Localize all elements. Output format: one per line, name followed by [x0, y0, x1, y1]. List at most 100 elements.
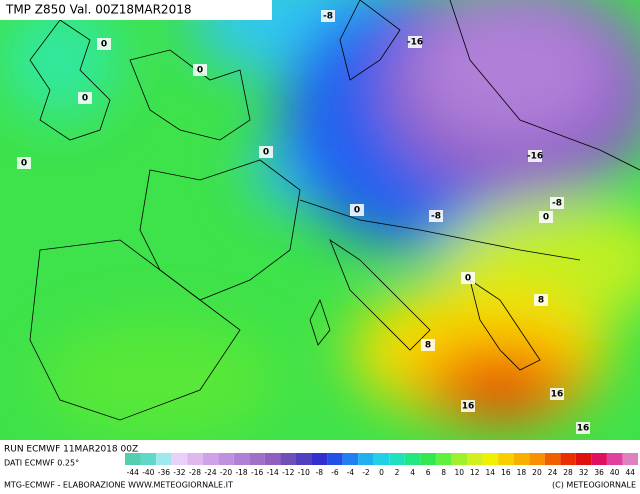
legend-label: -36: [158, 468, 170, 477]
legend-label: -28: [189, 468, 201, 477]
legend-swatch: [606, 453, 623, 465]
legend-label: -4: [347, 468, 355, 477]
legend-swatch: [187, 453, 203, 465]
legend-label: -12: [282, 468, 294, 477]
legend-swatch: [373, 453, 390, 465]
legend-swatch: [591, 453, 607, 465]
legend-swatch: [218, 453, 234, 465]
isotherm-label: 0: [82, 94, 88, 104]
label-box: [550, 388, 564, 400]
label-box: [259, 146, 273, 158]
legend-label: 12: [470, 468, 480, 477]
legend-swatch: [156, 453, 172, 465]
label-box: [539, 211, 553, 223]
coastlines: [29, 0, 640, 421]
legend-label: -32: [173, 468, 185, 477]
isotherm-label: 16: [462, 402, 475, 412]
legend-label: 28: [563, 468, 573, 477]
legend-label: -10: [298, 468, 310, 477]
legend-swatch: [125, 453, 141, 465]
isotherm-label: 0: [21, 159, 27, 169]
data-info: DATI ECMWF 0.25°: [4, 459, 79, 468]
isotherm-label: -16: [527, 152, 543, 162]
legend-label: -20: [220, 468, 232, 477]
legend-swatch: [249, 453, 265, 465]
legend-swatch: [280, 453, 296, 465]
legend-label: 24: [548, 468, 558, 477]
legend-label: -18: [235, 468, 247, 477]
legend-label: 14: [486, 468, 496, 477]
legend-label: -14: [267, 468, 279, 477]
legend-swatch: [264, 453, 281, 465]
legend-label: -2: [362, 468, 370, 477]
legend-label: 40: [610, 468, 620, 477]
label-box: [97, 38, 111, 50]
label-box: [534, 294, 548, 306]
isotherm-label: 16: [551, 390, 564, 400]
legend-swatch: [311, 453, 328, 465]
legend-label: 2: [395, 468, 400, 477]
legend-label: -44: [127, 468, 139, 477]
legend-label: 8: [441, 468, 446, 477]
legend-swatch: [420, 453, 436, 465]
label-box: [528, 150, 542, 162]
legend-swatch: [544, 453, 561, 465]
legend-swatch: [389, 453, 405, 465]
copyright: (C) METEOGIORNALE: [552, 481, 636, 490]
isotherm-label: 0: [263, 148, 269, 158]
legend-swatch: [358, 453, 374, 465]
legend-swatch: [622, 453, 638, 465]
isotherm-label: 8: [538, 296, 544, 306]
isotherm-label: 0: [354, 206, 360, 216]
legend-swatch: [327, 453, 343, 465]
label-box: [78, 92, 92, 104]
legend-swatch: [435, 453, 452, 465]
isotherm-label: -8: [323, 12, 333, 22]
legend-swatch: [513, 453, 530, 465]
label-box: [17, 157, 31, 169]
legend-swatch: [342, 453, 359, 465]
label-box: [461, 400, 475, 412]
legend-label: 32: [579, 468, 589, 477]
legend-label: 16: [501, 468, 511, 477]
isotherm-label: -16: [407, 38, 423, 48]
legend-label: 20: [532, 468, 542, 477]
legend-swatch: [404, 453, 421, 465]
legend-swatch: [467, 453, 483, 465]
legend-swatch: [482, 453, 499, 465]
isotherm-label: 0: [465, 274, 471, 284]
legend-swatch: [529, 453, 545, 465]
credit: MTG-ECMWF - ELABORAZIONE WWW.METEOGIORNA…: [4, 481, 233, 490]
label-box: [321, 10, 335, 22]
legend-label: 10: [454, 468, 464, 477]
map-title: TMP Z850 Val. 00Z18MAR2018: [5, 3, 191, 17]
legend-swatch: [233, 453, 250, 465]
label-box: [429, 210, 443, 222]
legend-swatch: [575, 453, 592, 465]
legend-swatch: [171, 453, 188, 465]
isotherm-label: 8: [425, 341, 431, 351]
label-box: [576, 422, 590, 434]
title-box: [0, 0, 272, 20]
legend-label: 44: [625, 468, 635, 477]
legend-swatch: [140, 453, 157, 465]
legend-swatch: [202, 453, 219, 465]
isotherm-label: 0: [543, 213, 549, 223]
legend-swatch: [296, 453, 312, 465]
label-box: [193, 64, 207, 76]
legend-label: 0: [379, 468, 384, 477]
label-box: [408, 36, 422, 48]
legend-swatch: [560, 453, 576, 465]
legend-label: 4: [410, 468, 415, 477]
legend-label: 6: [426, 468, 431, 477]
legend-swatch: [451, 453, 467, 465]
legend-swatch: [498, 453, 514, 465]
legend-label: 36: [594, 468, 604, 477]
isotherm-label: 0: [101, 40, 107, 50]
legend-label: 18: [517, 468, 527, 477]
run-info: RUN ECMWF 11MAR2018 00Z: [4, 445, 138, 455]
label-box: [461, 272, 475, 284]
legend-label: -24: [204, 468, 216, 477]
